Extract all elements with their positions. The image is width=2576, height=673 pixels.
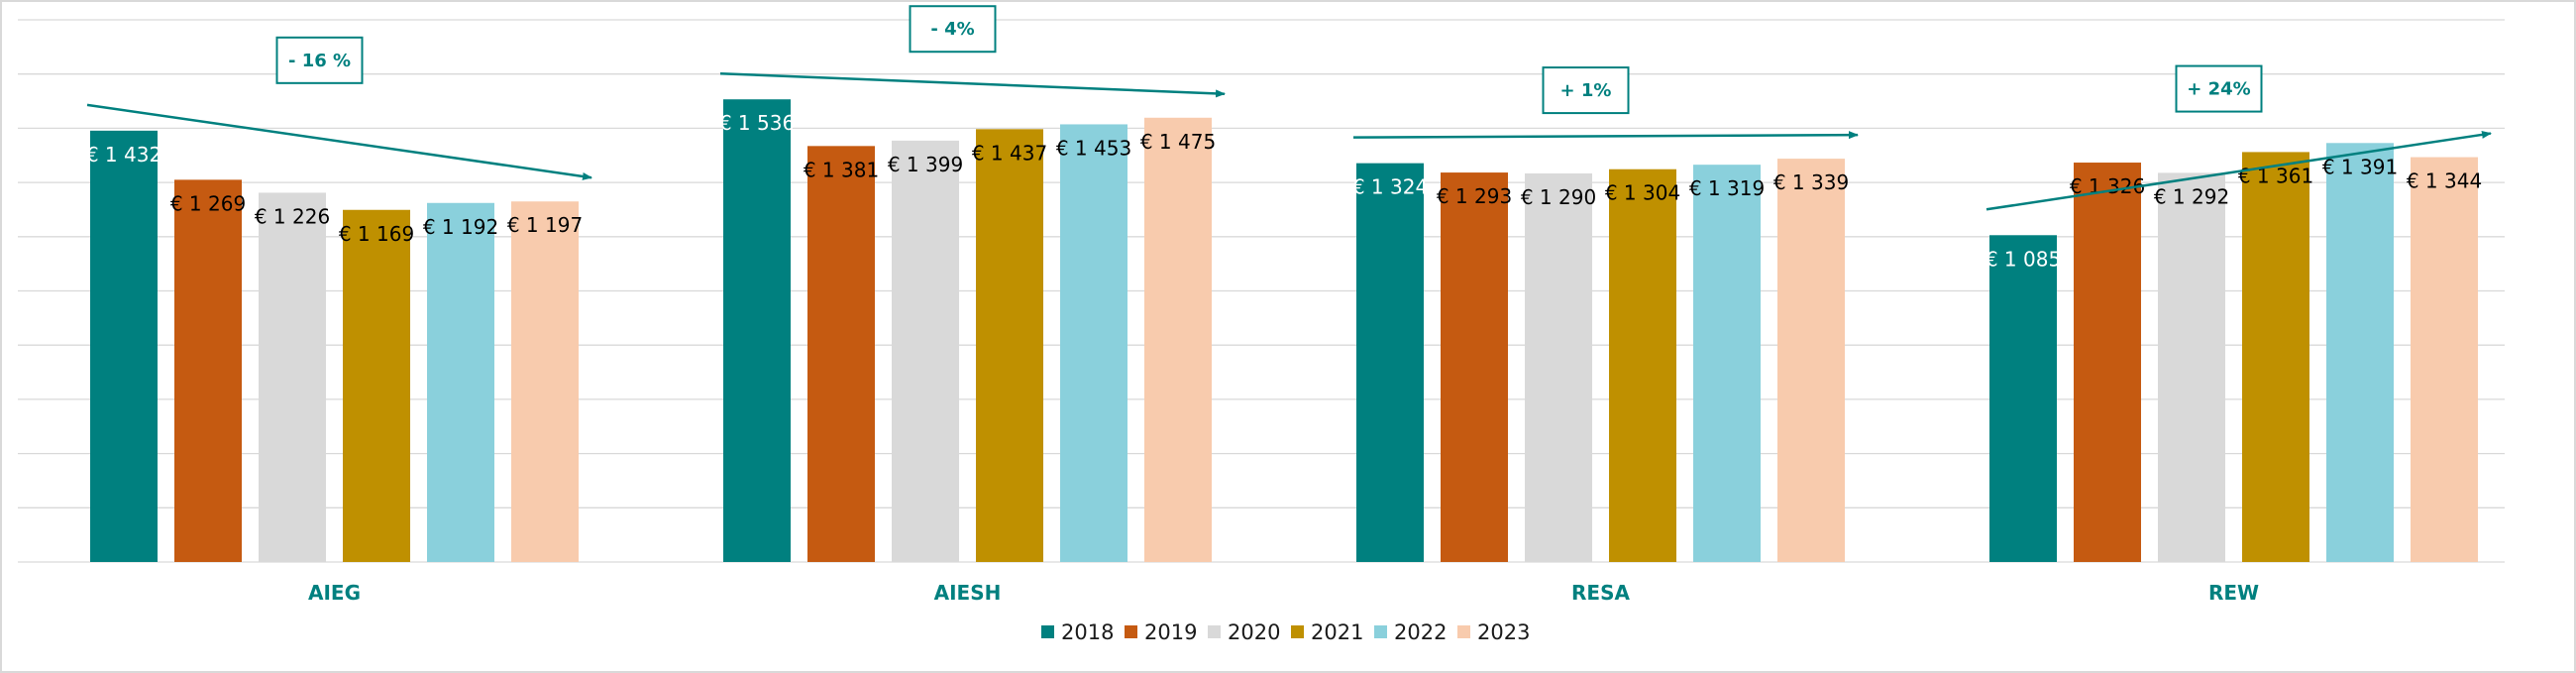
legend-swatch bbox=[1041, 625, 1054, 638]
bar-rew-2022 bbox=[2326, 143, 2394, 562]
trend-arrow bbox=[86, 103, 592, 180]
data-label: € 1 344 bbox=[2407, 169, 2482, 193]
data-label: € 1 319 bbox=[1689, 176, 1765, 200]
bar-aieg-2021 bbox=[343, 209, 410, 562]
trend-arrows: - 16 % - 4% + 1% + 24% bbox=[86, 5, 2492, 211]
annotation-box bbox=[275, 36, 364, 84]
category-labels: AIEG AIESH RESA REW bbox=[308, 581, 2259, 605]
trend-arrow bbox=[1986, 130, 2492, 211]
category-label-aiesh: AIESH bbox=[934, 581, 1002, 605]
bar-aieg-2019 bbox=[174, 179, 242, 563]
legend-item-2021: 2021 bbox=[1291, 620, 1363, 644]
data-label: € 1 475 bbox=[1140, 130, 1216, 154]
data-label: € 1 226 bbox=[255, 204, 330, 228]
bar-resa-2018 bbox=[1356, 163, 1424, 562]
legend-label: 2018 bbox=[1061, 620, 1114, 644]
bar-rew-2018 bbox=[1989, 235, 2057, 562]
legend-swatch bbox=[1208, 625, 1221, 638]
bar-aiesh-2022 bbox=[1060, 124, 1127, 562]
bar-aiesh-2023 bbox=[1144, 117, 1212, 562]
legend-label: 2021 bbox=[1311, 620, 1363, 644]
annotation-text: - 16 % bbox=[288, 51, 351, 71]
category-label-resa: RESA bbox=[1571, 581, 1630, 605]
legend: 2018 2019 2020 2021 2022 2023 bbox=[1041, 620, 1530, 644]
legend-swatch bbox=[1374, 625, 1387, 638]
bar-aiesh-2019 bbox=[807, 146, 875, 562]
bar-resa-2023 bbox=[1777, 159, 1845, 562]
annotation-box bbox=[1542, 66, 1630, 115]
bar-aieg-2018 bbox=[90, 130, 158, 562]
annotation-box bbox=[909, 5, 997, 54]
data-label: € 1 361 bbox=[2238, 164, 2313, 187]
bars bbox=[90, 99, 2478, 563]
legend-item-2018: 2018 bbox=[1041, 620, 1114, 644]
category-label-rew: REW bbox=[2208, 581, 2259, 605]
change-annotation-rew: + 24% bbox=[2175, 64, 2263, 113]
change-annotation-aieg: - 16 % bbox=[275, 36, 364, 84]
data-label: € 1 536 bbox=[719, 111, 795, 135]
trend-arrow bbox=[1352, 131, 1859, 140]
bar-resa-2021 bbox=[1609, 168, 1676, 562]
legend-label: 2022 bbox=[1394, 620, 1447, 644]
bar-aieg-2020 bbox=[259, 192, 326, 562]
legend-item-2023: 2023 bbox=[1457, 620, 1530, 644]
data-label: € 1 339 bbox=[1773, 170, 1849, 194]
legend-item-2019: 2019 bbox=[1125, 620, 1197, 644]
bar-aieg-2022 bbox=[427, 202, 494, 562]
data-label: € 1 169 bbox=[339, 222, 414, 246]
legend-label: 2019 bbox=[1144, 620, 1197, 644]
data-label: € 1 399 bbox=[888, 153, 963, 176]
data-label: € 1 324 bbox=[1352, 175, 1428, 199]
bar-rew-2023 bbox=[2411, 157, 2478, 562]
data-label: € 1 391 bbox=[2322, 155, 2398, 178]
data-label: € 1 292 bbox=[2154, 184, 2229, 208]
data-label: € 1 293 bbox=[1437, 184, 1512, 208]
bar-aiesh-2018 bbox=[723, 99, 791, 562]
bar-rew-2020 bbox=[2158, 172, 2225, 562]
bar-resa-2022 bbox=[1693, 165, 1761, 562]
bar-aiesh-2020 bbox=[892, 140, 959, 563]
legend-item-2020: 2020 bbox=[1208, 620, 1280, 644]
data-label: € 1 432 bbox=[86, 143, 161, 167]
data-label: € 1 269 bbox=[170, 191, 246, 215]
legend-swatch bbox=[1291, 625, 1304, 638]
annotation-text: + 1% bbox=[1560, 80, 1612, 101]
data-label: € 1 192 bbox=[423, 215, 498, 239]
annotation-box bbox=[2175, 64, 2263, 113]
data-labels: € 1 432 € 1 269 € 1 226 € 1 169 € 1 192 € 1 1… bbox=[86, 111, 2482, 271]
bar-rew-2021 bbox=[2242, 152, 2309, 562]
data-label: € 1 381 bbox=[804, 158, 879, 181]
data-label: € 1 290 bbox=[1521, 185, 1596, 209]
legend-swatch bbox=[1125, 625, 1137, 638]
legend-label: 2020 bbox=[1228, 620, 1280, 644]
annotation-text: + 24% bbox=[2187, 79, 2250, 100]
bar-aieg-2023 bbox=[511, 201, 579, 562]
legend-label: 2023 bbox=[1477, 620, 1530, 644]
data-label: € 1 085 bbox=[1986, 247, 2061, 271]
bar-rew-2019 bbox=[2074, 163, 2141, 562]
change-annotation-resa: + 1% bbox=[1542, 66, 1630, 115]
bar-resa-2020 bbox=[1525, 172, 1592, 562]
bar-resa-2019 bbox=[1441, 172, 1508, 563]
data-label: € 1 453 bbox=[1056, 136, 1131, 160]
annotation-text: - 4% bbox=[930, 19, 974, 40]
data-label: € 1 197 bbox=[507, 213, 583, 237]
change-annotation-aiesh: - 4% bbox=[909, 5, 997, 54]
bar-aiesh-2021 bbox=[976, 129, 1043, 563]
legend-item-2022: 2022 bbox=[1374, 620, 1447, 644]
data-label: € 1 304 bbox=[1605, 181, 1680, 205]
legend-swatch bbox=[1457, 625, 1470, 638]
category-label-aieg: AIEG bbox=[308, 581, 361, 605]
trend-arrow bbox=[719, 71, 1226, 98]
data-label: € 1 437 bbox=[972, 141, 1047, 165]
